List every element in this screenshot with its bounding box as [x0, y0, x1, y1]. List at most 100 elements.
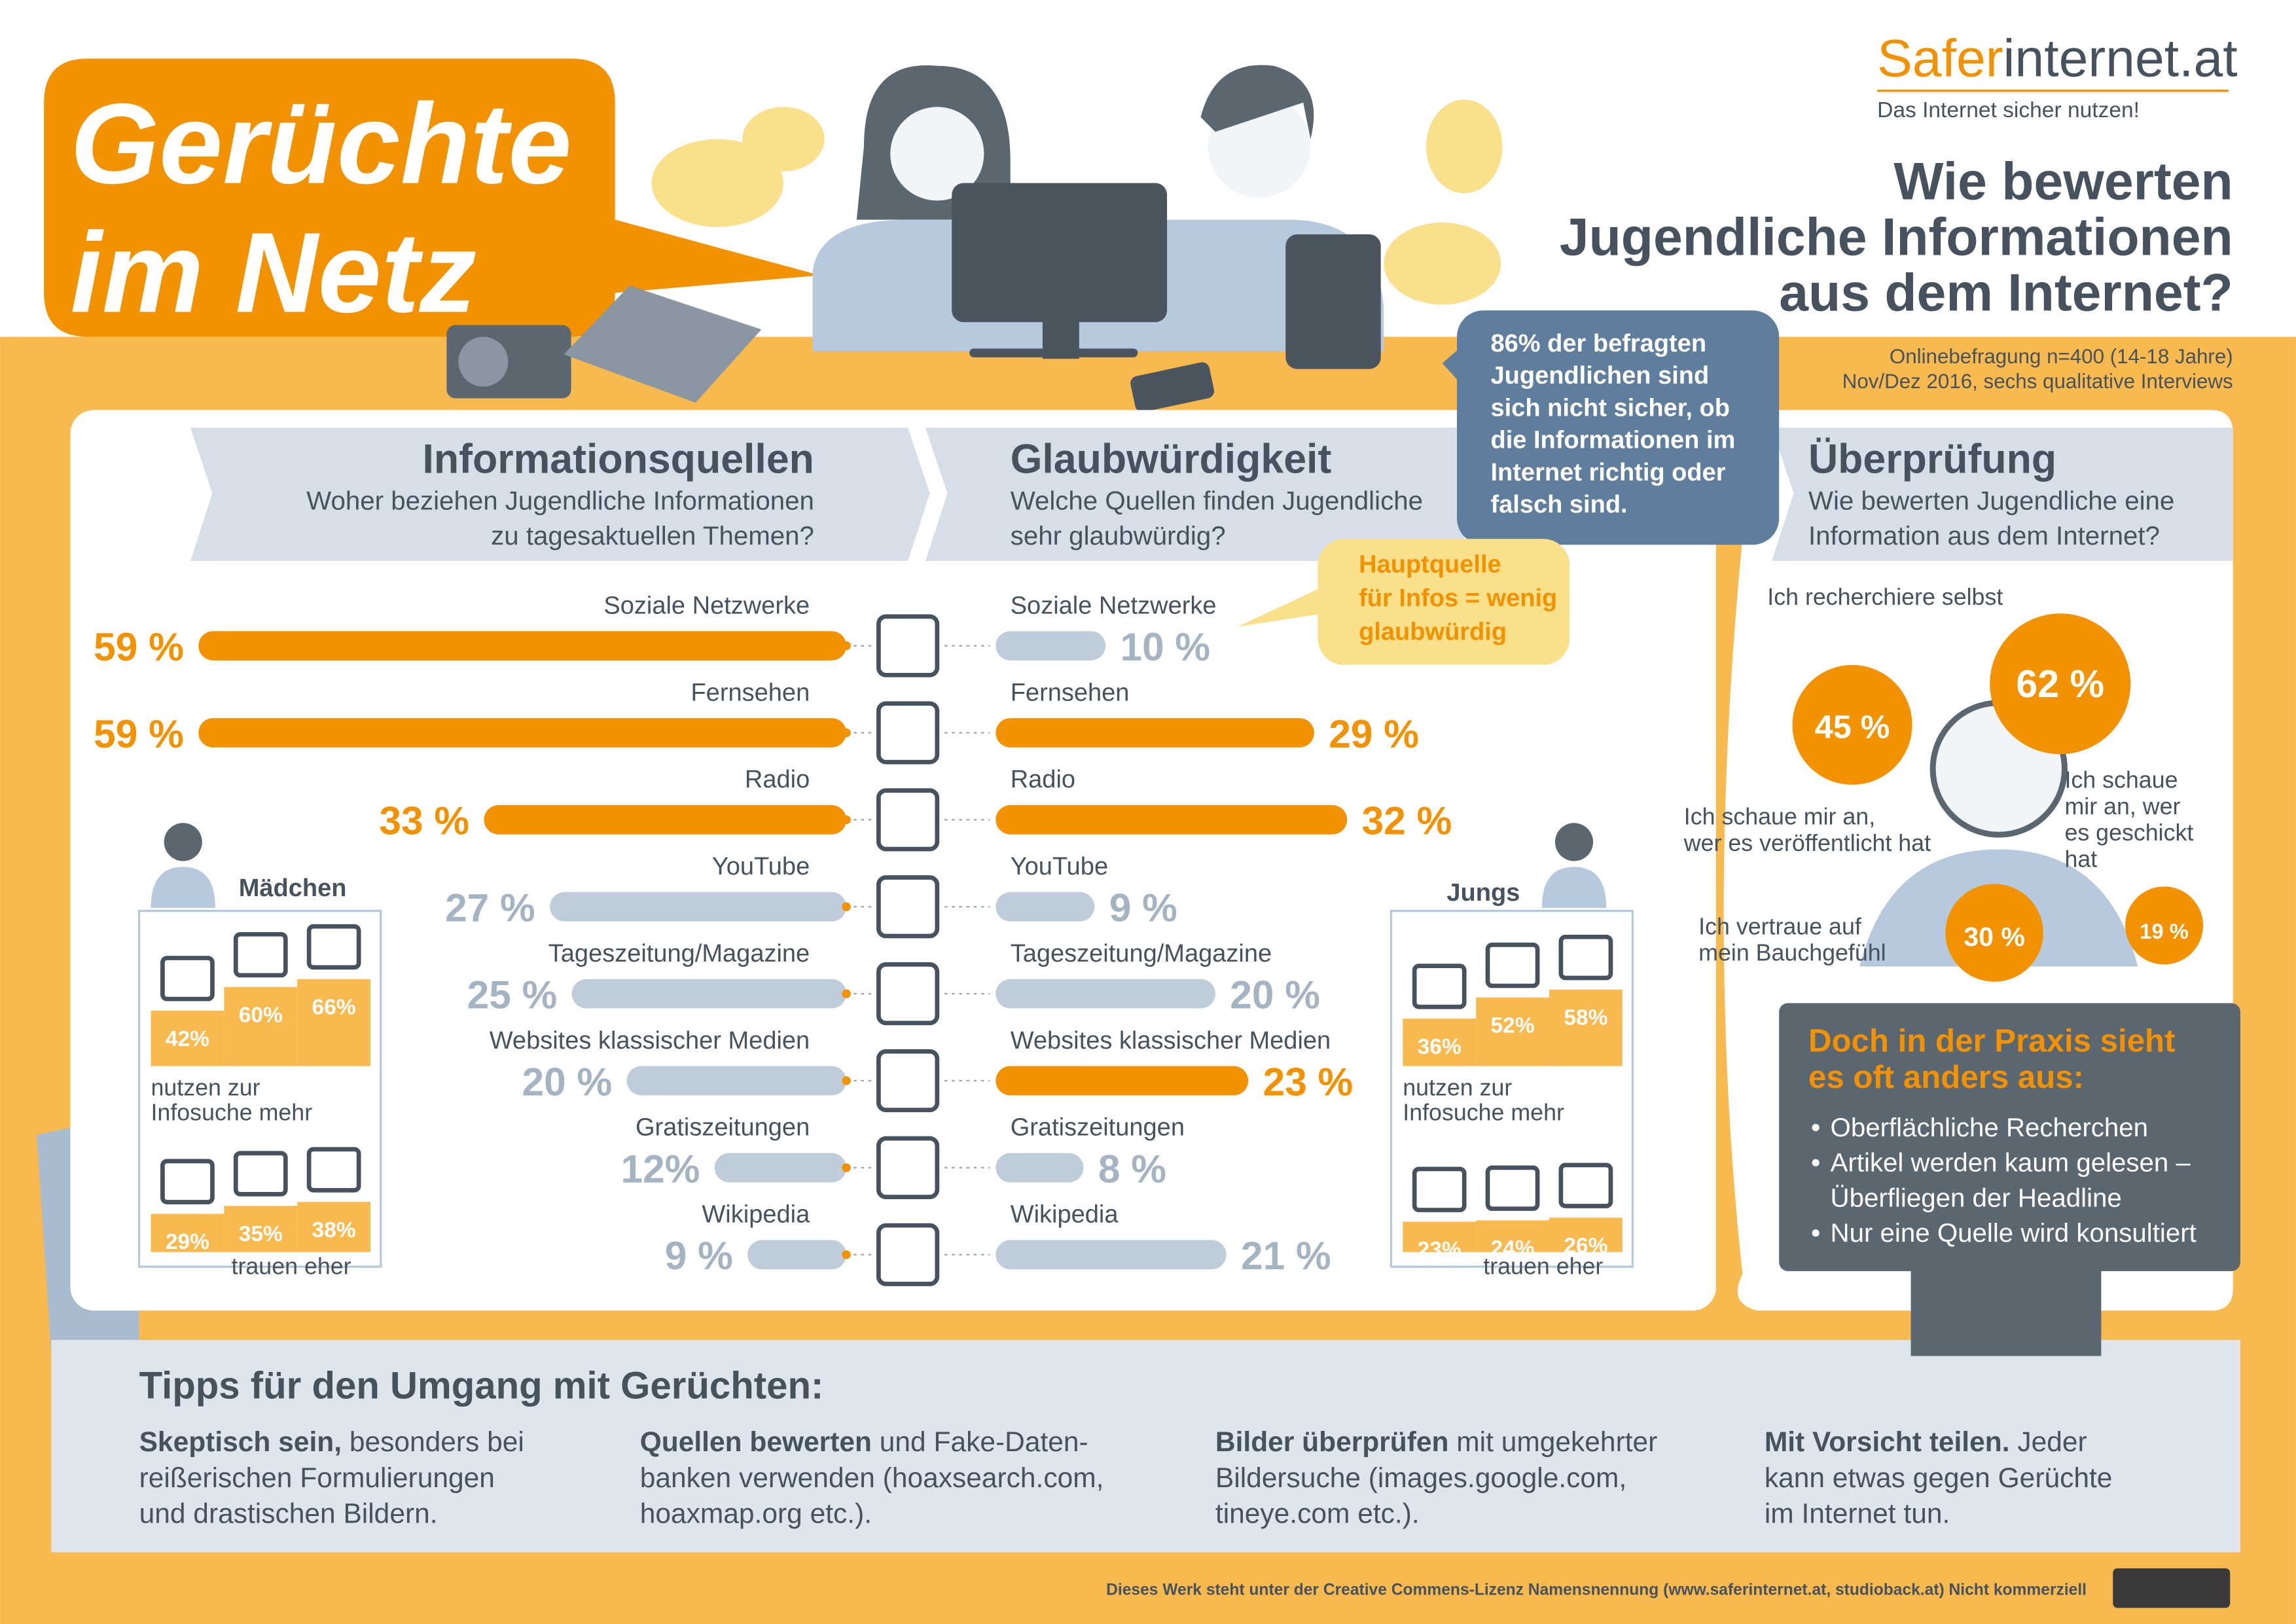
- item-label: Ich recherchiere selbst: [1767, 584, 2003, 610]
- value-label: 25 %: [467, 973, 558, 1017]
- step-bar: [151, 1011, 224, 1066]
- callout-text: die Informationen im: [1490, 427, 1735, 454]
- group-label: trauen eher: [1483, 1253, 1603, 1279]
- value-label: 9 %: [665, 1233, 733, 1278]
- title: im Netz: [70, 209, 476, 336]
- value-label: 29%: [166, 1230, 209, 1254]
- item-label: mein Bauchgefühl: [1698, 940, 1886, 966]
- tip-text: Bildersuche (images.google.com,: [1215, 1463, 1626, 1494]
- step-bar: [151, 1214, 224, 1252]
- tip-bold: Mit Vorsicht teilen.: [1765, 1427, 2010, 1458]
- method: Nov/Dez 2016, sechs qualitative Intervie…: [1842, 370, 2233, 393]
- footer: Dieses Werk steht unter der Creative Com…: [1106, 1581, 2087, 1598]
- category-label: Wikipedia: [702, 1201, 810, 1229]
- tip-text: tineye.com etc.).: [1215, 1499, 1420, 1530]
- tip-bold: Skeptisch sein,: [139, 1427, 342, 1458]
- group-title: Jungs: [1446, 879, 1520, 907]
- callout-text: Internet richtig oder: [1490, 459, 1725, 486]
- bar: [571, 979, 847, 1009]
- media-icon: [1412, 1166, 1467, 1212]
- value-label: 27 %: [445, 886, 535, 930]
- value-label: 36%: [1418, 1035, 1462, 1059]
- practice-item: Überfliegen der Headline: [1831, 1183, 2122, 1212]
- step-bar: [1403, 1019, 1477, 1066]
- step-bar: [1549, 1218, 1623, 1252]
- step-bar: [1476, 1220, 1549, 1252]
- media-icon: [160, 956, 215, 1001]
- tip: Quellen bewerten und Fake-Daten-banken v…: [640, 1427, 1104, 1530]
- value-label: 8 %: [1098, 1146, 1166, 1191]
- bar: [747, 1240, 847, 1270]
- practice-title: Doch in der Praxis sieht: [1808, 1022, 2176, 1058]
- category-label: Wikipedia: [1011, 1201, 1119, 1229]
- callout-text: 86% der befragten: [1490, 330, 1706, 357]
- bar: [550, 892, 847, 922]
- category-label: Radio: [745, 766, 810, 793]
- item-label: Ich schaue: [2064, 767, 2178, 793]
- tip-bold: Quellen bewerten: [640, 1427, 872, 1458]
- category-label: Websites klassischer Medien: [490, 1027, 810, 1055]
- tip-text: banken verwenden (hoaxsearch.com,: [640, 1463, 1104, 1494]
- category-label: Tageszeitung/Magazine: [1011, 940, 1272, 967]
- bar: [996, 892, 1095, 922]
- category-label: YouTube: [1011, 853, 1108, 880]
- tip-text: kann etwas gegen Gerüchte: [1765, 1463, 2113, 1494]
- category-label: YouTube: [712, 853, 810, 880]
- group-label: trauen eher: [232, 1253, 351, 1279]
- step-bar: [224, 1206, 298, 1252]
- value-label: 58%: [1564, 1006, 1607, 1030]
- bubble-label: 19 %: [2140, 919, 2189, 943]
- section-title: Überprüfung: [1808, 437, 2056, 482]
- tips-panel: [51, 1339, 2240, 1553]
- value-label: 20 %: [1230, 973, 1320, 1017]
- category-label: Websites klassischer Medien: [1011, 1027, 1331, 1055]
- bubble-label: 62 %: [2016, 662, 2104, 706]
- tip-text: im Internet tun.: [1765, 1499, 1950, 1530]
- media-icon: [876, 701, 940, 765]
- category-label: Fernsehen: [1011, 679, 1130, 706]
- tip-text: und Fake-Daten-: [872, 1427, 1088, 1458]
- bubble: [1990, 613, 2131, 755]
- section-subtitle: Wie bewerten Jugendliche eine: [1808, 486, 2174, 516]
- group-label: nutzen zur: [1403, 1074, 1512, 1100]
- step-bar: [224, 986, 298, 1066]
- tips-title: Tipps für den Umgang mit Gerüchten:: [139, 1364, 824, 1407]
- connector-dot: [842, 641, 851, 651]
- media-icon: [876, 875, 940, 939]
- tip: Bilder überprüfen mit umgekehrter Bilders…: [1215, 1427, 1657, 1530]
- bar: [996, 718, 1314, 748]
- connector-dot: [842, 902, 851, 911]
- section-subtitle: sehr glaubwürdig?: [1011, 521, 1226, 550]
- media-icon: [876, 788, 940, 852]
- callout-tail: [1237, 585, 1333, 627]
- item-label: wer es veröffentlicht hat: [1683, 830, 1931, 856]
- callout-text: Hauptquelle: [1359, 551, 1501, 579]
- connector-dot: [842, 1250, 851, 1259]
- section-subtitle: Welche Quellen finden Jugendliche: [1011, 486, 1423, 516]
- brand: Saferinternet.at: [1877, 29, 2238, 88]
- media-icon: [1558, 934, 1613, 981]
- tagline: Das Internet sicher nutzen!: [1877, 98, 2140, 122]
- callout-text: für Infos = wenig: [1359, 585, 1557, 612]
- value-label: 32 %: [1362, 799, 1452, 843]
- bubble-label: 30 %: [1964, 922, 2025, 952]
- media-icon: [876, 1223, 940, 1286]
- tip-text: reißerischen Formulierungen: [139, 1463, 495, 1494]
- value-label: 33 %: [379, 799, 469, 843]
- media-icon: [1485, 943, 1540, 988]
- value-label: 23 %: [1263, 1059, 1354, 1104]
- tip: Mit Vorsicht teilen. Jeder kann etwas geg…: [1765, 1427, 2113, 1530]
- tip-text: hoaxmap.org etc.).: [640, 1499, 872, 1530]
- illustration: [446, 65, 1503, 412]
- item-label: Ich schaue mir an,: [1684, 804, 1875, 830]
- bar: [484, 804, 847, 835]
- value-label: 9 %: [1109, 886, 1177, 930]
- media-icon: [233, 931, 288, 978]
- value-label: 52%: [1490, 1014, 1534, 1038]
- section-title: Informationsquellen: [422, 437, 814, 482]
- section-subtitle: Woher beziehen Jugendliche Informationen: [306, 486, 814, 516]
- connector-dot: [842, 1163, 851, 1172]
- bar: [198, 631, 847, 660]
- media-icon: [876, 962, 940, 1026]
- bullet: [1812, 1159, 1820, 1166]
